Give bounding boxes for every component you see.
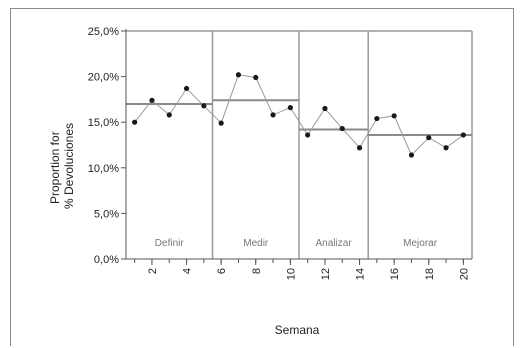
y-axis-title: Proportion for % Devoluciones: [48, 123, 76, 209]
data-point: [218, 120, 224, 126]
data-point: [322, 105, 328, 112]
data-point: [270, 112, 276, 118]
data-point: [305, 132, 311, 138]
data-point: [408, 152, 415, 158]
chart-frame: 0,0% 5,0% 10,0% 15,0% 20,0% 25,0% 2 4 6 8 10 12 14 1…: [10, 8, 514, 346]
data-point: [253, 74, 259, 81]
series-proportion: [134, 74, 464, 156]
y-tick-label: 15,0%: [88, 117, 119, 129]
data-point: [149, 97, 155, 103]
x-tick-label: 12: [320, 268, 332, 280]
data-point: [201, 103, 207, 109]
x-axis-ticks: 2 4 6 8 10 12 14 16 18 20: [134, 259, 470, 280]
phase-mean-lines: [126, 99, 472, 136]
x-axis-title: Semana: [275, 323, 320, 337]
phase-labels: Definir Medir Analizar Mejorar: [155, 238, 438, 249]
phase-label: Medir: [243, 238, 269, 249]
data-point: [391, 113, 397, 119]
data-point: [374, 115, 380, 122]
data-point: [339, 125, 345, 132]
x-tick-label: 8: [251, 268, 263, 274]
y-tick-label: 20,0%: [88, 72, 119, 84]
phase-label: Analizar: [316, 238, 353, 249]
data-points: [132, 72, 466, 158]
phase-dividers: [126, 30, 473, 259]
y-tick-label: 5,0%: [94, 208, 119, 220]
data-point: [287, 105, 293, 111]
y-tick-label: 0,0%: [94, 254, 119, 266]
y-tick-label: 25,0%: [88, 26, 119, 38]
x-tick-label: 14: [355, 268, 367, 280]
data-point: [460, 132, 466, 138]
data-point: [183, 85, 190, 92]
y-axis-title-line-1: Proportion for: [48, 131, 62, 204]
axes: [125, 29, 472, 260]
data-point: [356, 145, 363, 151]
data-point: [426, 135, 432, 141]
phase-label: Definir: [155, 238, 185, 249]
data-point: [132, 119, 138, 125]
x-tick-label: 20: [458, 268, 470, 280]
x-tick-label: 4: [182, 268, 194, 274]
x-tick-label: 2: [147, 268, 159, 274]
x-tick-label: 16: [389, 268, 401, 280]
x-tick-label: 18: [424, 268, 436, 280]
control-chart: 0,0% 5,0% 10,0% 15,0% 20,0% 25,0% 2 4 6 8 10 12 14 1…: [48, 26, 473, 337]
y-axis-ticks: 0,0% 5,0% 10,0% 15,0% 20,0% 25,0%: [88, 26, 126, 266]
y-axis-title-line-2: % Devoluciones: [62, 123, 76, 209]
phase-label: Mejorar: [403, 238, 438, 249]
data-point: [443, 145, 449, 151]
x-tick-label: 6: [216, 268, 228, 274]
data-point: [166, 112, 172, 118]
y-tick-label: 10,0%: [88, 163, 119, 175]
series-line: [134, 74, 464, 156]
data-point: [235, 72, 242, 78]
x-tick-label: 10: [285, 268, 297, 280]
